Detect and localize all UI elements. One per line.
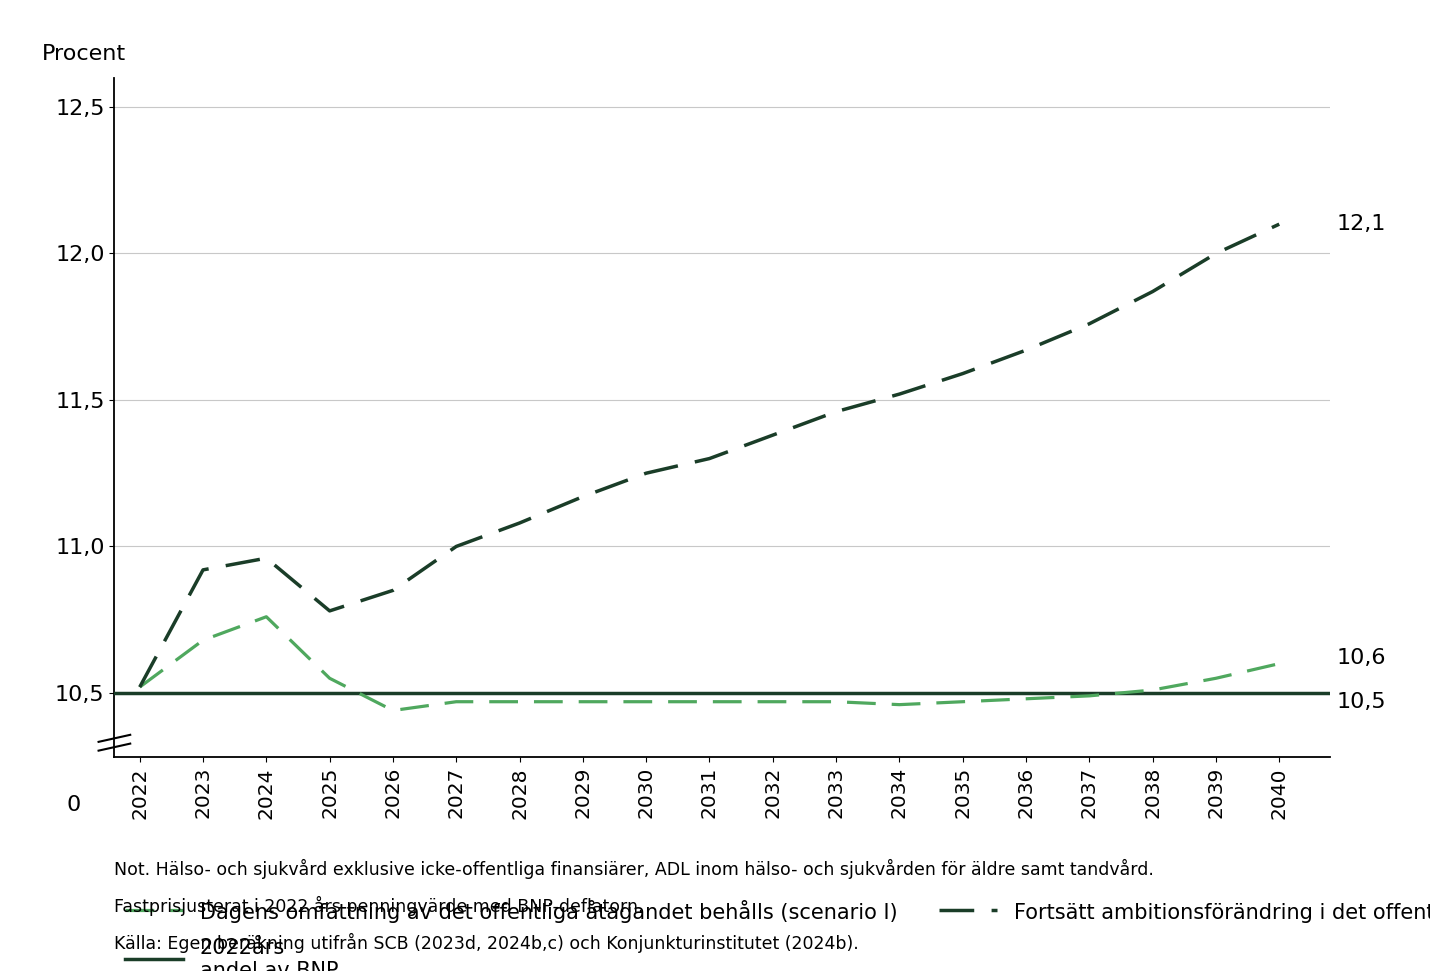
Legend: Dagens omfattning av det offentliga åtagandet behålls (scenario I), 2022års
ande: Dagens omfattning av det offentliga åtag… <box>124 900 1430 971</box>
Text: 10,5: 10,5 <box>1336 691 1386 712</box>
Text: 0: 0 <box>66 794 80 815</box>
Text: Fastprisjusterat i 2022 års penningvärde med BNP-deflatorn.: Fastprisjusterat i 2022 års penningvärde… <box>114 896 644 917</box>
Text: 10,6: 10,6 <box>1336 648 1386 668</box>
Text: Not. Hälso- och sjukvård exklusive icke-offentliga finansiärer, ADL inom hälso- : Not. Hälso- och sjukvård exklusive icke-… <box>114 859 1154 880</box>
Text: Källa: Egen beräkning utifrån SCB (2023d, 2024b,c) och Konjunkturinstitutet (202: Källa: Egen beräkning utifrån SCB (2023d… <box>114 933 859 954</box>
Text: Procent: Procent <box>41 44 126 64</box>
Text: 12,1: 12,1 <box>1336 215 1386 234</box>
